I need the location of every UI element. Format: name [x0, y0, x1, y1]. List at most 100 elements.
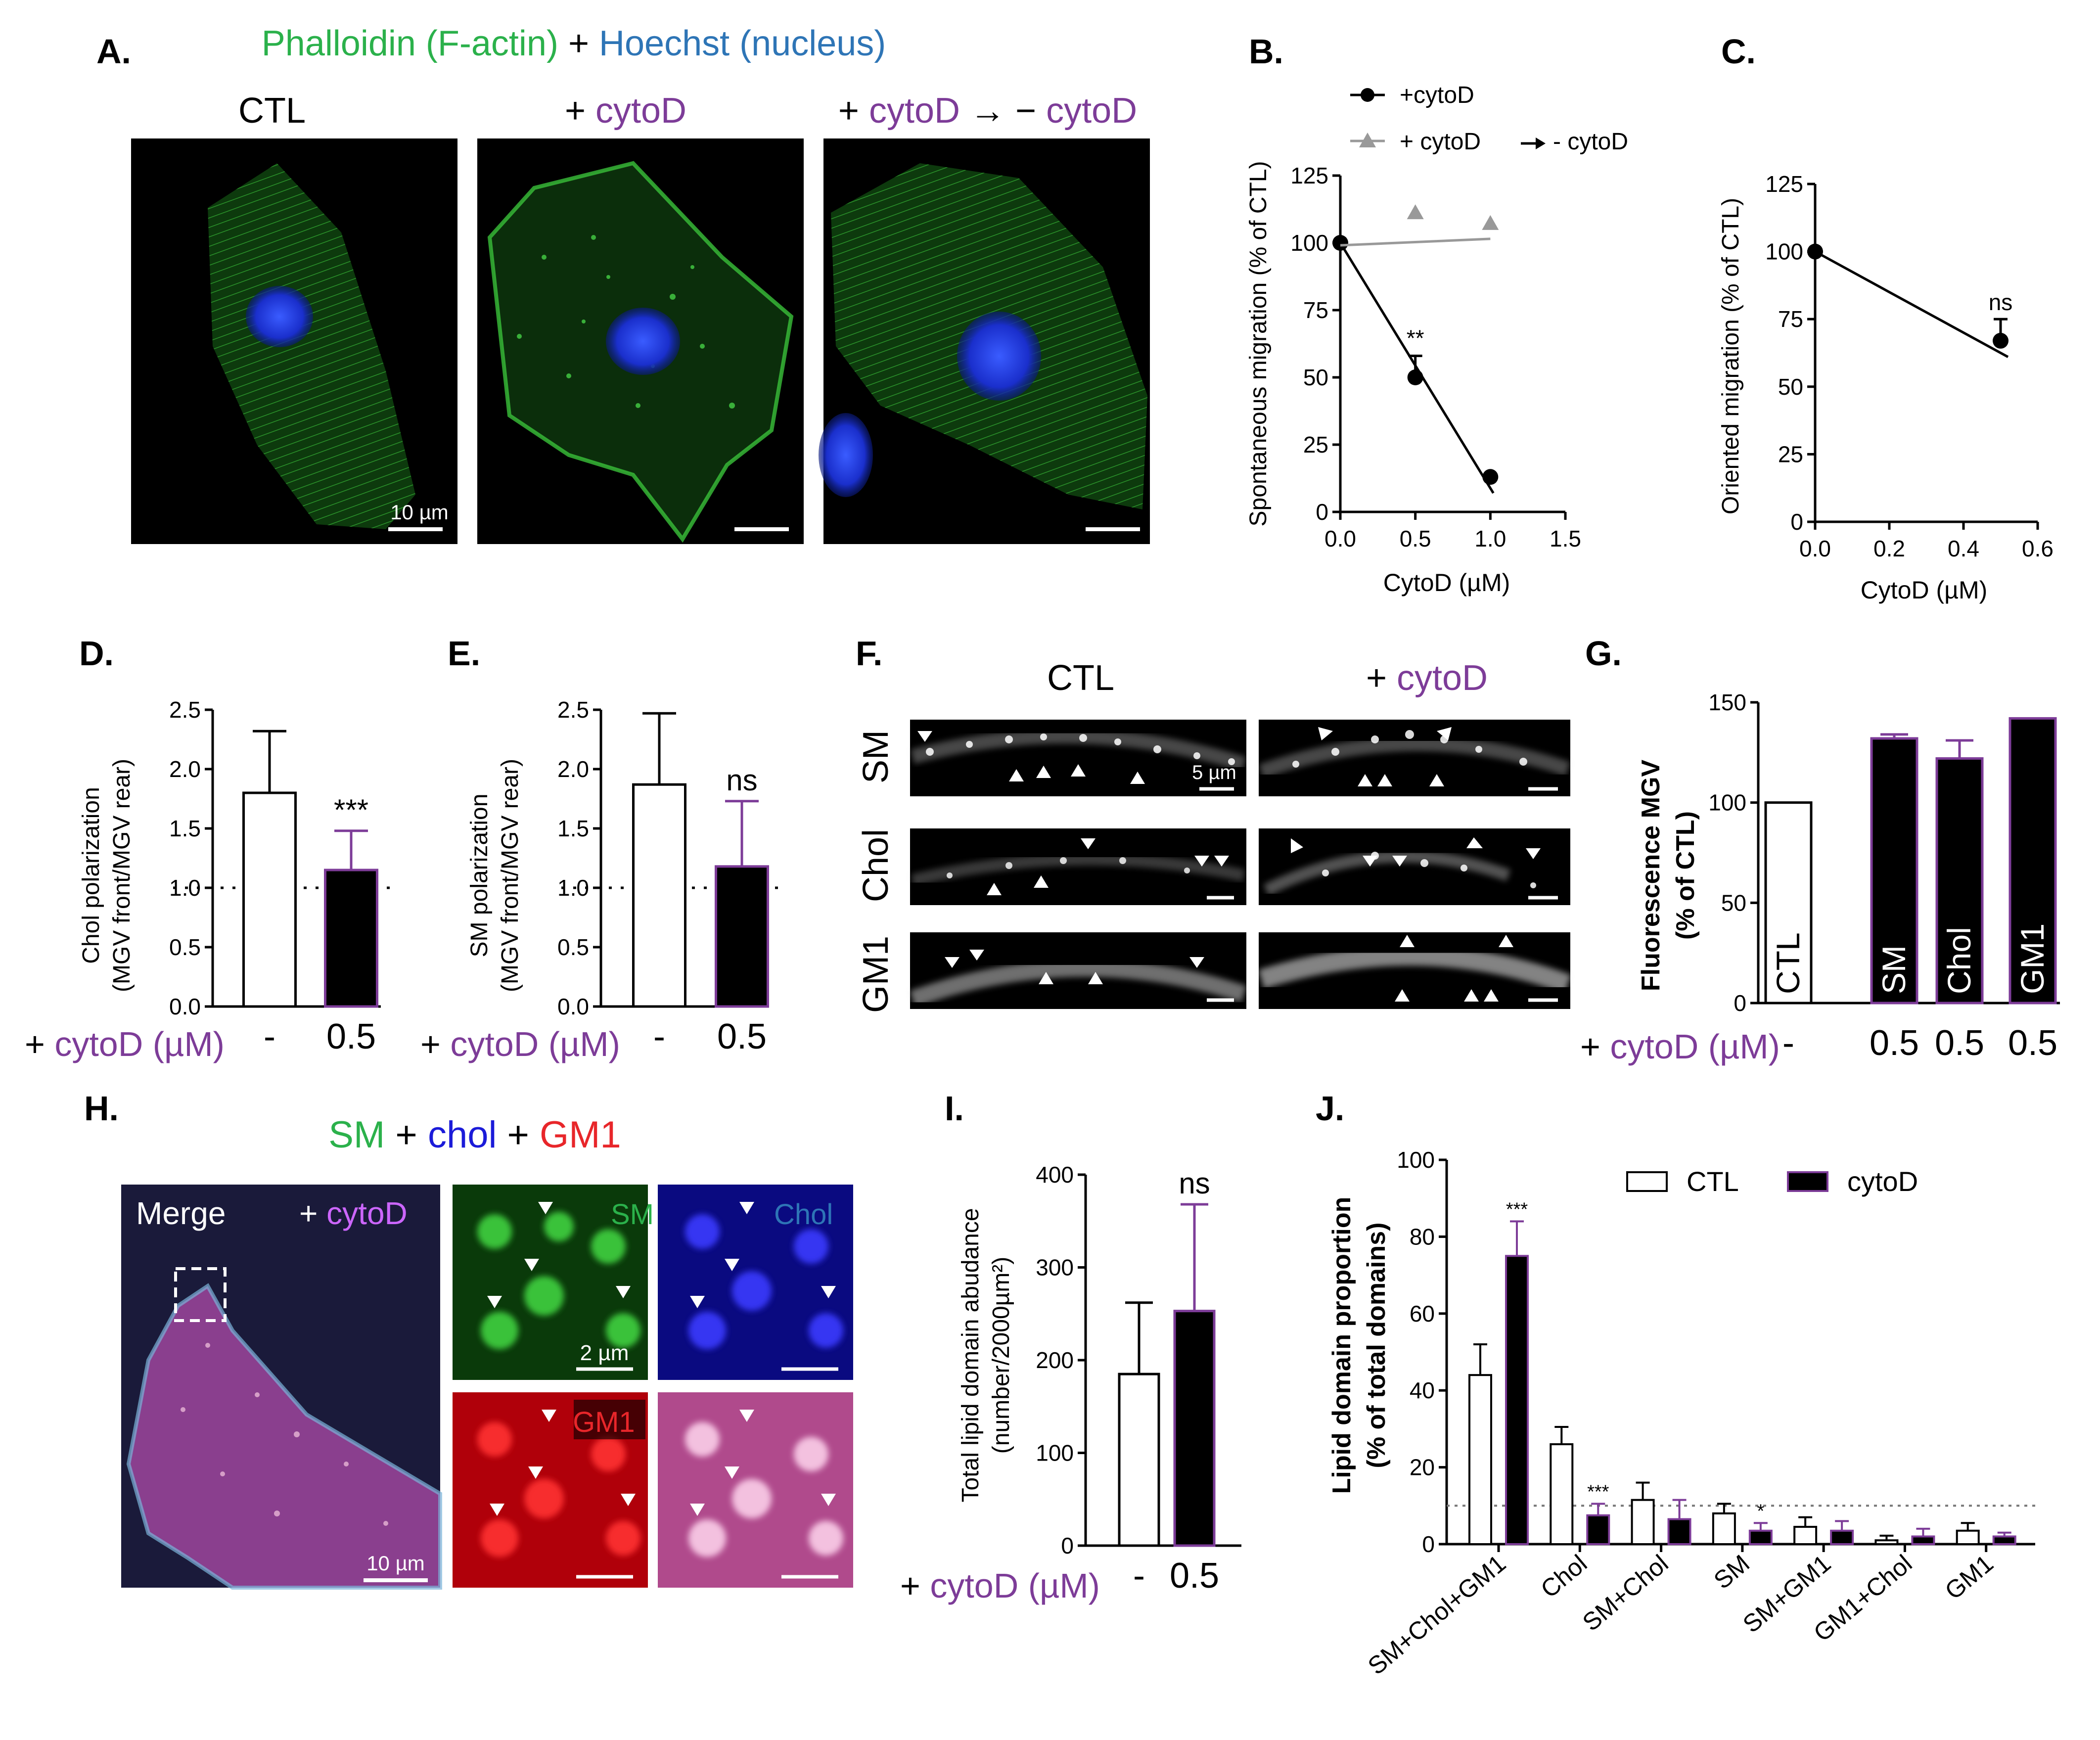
chart-e-bar	[715, 865, 769, 1008]
f-col-cytod: + cytoD	[1366, 658, 1488, 698]
chart-d-ylabel: Chol polarization	[78, 787, 104, 964]
f-image-sm-ctl: 5 µm	[910, 720, 1246, 796]
chart-j-bar	[1505, 1255, 1529, 1545]
chart-i: 0 100 200 300 400 - 0.5 ns Total lipid domain a…	[900, 1162, 1241, 1605]
chart-b-annotation: **	[1407, 325, 1424, 351]
chart-b-x-tick-label: 1.0	[1474, 526, 1506, 551]
chart-g-bar	[1764, 801, 1813, 1005]
chart-c-x-tick-label: 0.0	[1799, 536, 1831, 561]
f-image-gm1-cytod	[1258, 932, 1571, 1009]
chart-j: 0 20 40 60 80 100 *** SM+Chol+GM1 *** CholSM+Chol…	[1327, 1147, 2035, 1680]
panel-label-C: C.	[1721, 32, 1756, 71]
legend-label-washout-suffix: - cytoD	[1553, 129, 1628, 155]
h-chol-channel: Chol	[658, 1185, 853, 1380]
chart-d-y-tick-label: 0.5	[169, 934, 201, 960]
chart-g-category-label: -	[1782, 1023, 1794, 1063]
chart-b-y-tick-label: 125	[1290, 163, 1328, 188]
chart-j-bar	[1830, 1529, 1854, 1545]
micrograph-cytod	[477, 138, 804, 544]
chart-c-point	[1993, 332, 2009, 349]
chart-j-category-label: SM+Chol	[1577, 1550, 1674, 1637]
chart-e-ylabel: SM polarization	[466, 794, 493, 958]
header-hoechst: Hoechst (nucleus)	[599, 24, 886, 63]
chart-b-x-tick-label: 1.5	[1550, 526, 1581, 551]
header-phalloidin: Phalloidin (F-actin)	[262, 24, 558, 63]
chart-b-y-tick-label: 50	[1303, 365, 1328, 390]
chart-j-bar	[1911, 1535, 1935, 1545]
chart-j-annotation: ***	[1506, 1199, 1528, 1220]
chart-i-category-label: 0.5	[1170, 1556, 1219, 1596]
h-scale-small: 2 µm	[580, 1341, 629, 1365]
chart-b-y-tick-label: 75	[1303, 297, 1328, 323]
chart-g-bar-label: SM	[1875, 945, 1912, 994]
h-sm-label: SM	[611, 1198, 654, 1231]
header-plus: +	[568, 24, 589, 63]
chart-c-y-tick-label: 0	[1790, 509, 1803, 535]
legend-label-cytod: cytoD	[1847, 1166, 1918, 1197]
chart-j-y-tick-label: 20	[1410, 1455, 1435, 1480]
chart-i-y-tick-label: 300	[1036, 1255, 1074, 1281]
micrograph-ctl: 10 µm	[131, 138, 457, 544]
chart-j-legend: CTL cytoD	[1626, 1166, 1918, 1197]
chart-d-annotation: ***	[334, 793, 368, 826]
chart-j-annotation: *	[1757, 1501, 1764, 1521]
panel-label-F: F.	[856, 634, 882, 673]
chart-g-bar	[1935, 757, 1984, 1005]
panel-label-D: D.	[79, 634, 114, 673]
chart-j-bar	[1712, 1512, 1736, 1546]
chart-i-y-tick-label: 0	[1061, 1533, 1074, 1558]
chart-j-category-label: SM	[1708, 1550, 1754, 1595]
legend-marker-cytod	[1361, 88, 1374, 102]
legend-label-ctl: CTL	[1687, 1166, 1739, 1197]
chart-g-category-label: 0.5	[1935, 1023, 1984, 1063]
panel-A-header: Phalloidin (F-actin) + Hoechst (nucleus)	[262, 24, 886, 63]
chart-b-ylabel: Spontaneous migration (% of CTL)	[1245, 161, 1272, 526]
chart-e-y-tick-label: 0.5	[557, 934, 589, 960]
chart-g-category-label: 0.5	[2008, 1023, 2057, 1063]
chart-d-category-label: -	[264, 1017, 275, 1056]
chart-c-y-tick-label: 50	[1778, 374, 1803, 400]
legend-swatch-cytod	[1787, 1171, 1828, 1192]
panel-label-I: I.	[945, 1089, 964, 1128]
chart-d: 0.00.51.01.52.02.5- 0.5*** Chol polarizat…	[25, 697, 391, 1063]
chart-g-y-tick-label: 0	[1734, 990, 1746, 1016]
h-merge-zoom	[658, 1392, 853, 1588]
chart-b-point	[1482, 469, 1499, 485]
panel-label-E: E.	[448, 634, 480, 673]
chart-b: +cytoD + cytoD - cytoD 0 25 50 75 100 125 0.0 0…	[1245, 82, 1628, 596]
h-gm1-label: GM1	[573, 1406, 635, 1438]
chart-g-y-tick-label: 50	[1721, 890, 1746, 916]
chart-i-ylabel: Total lipid domain abudance	[958, 1208, 984, 1502]
chart-c-y-tick-label: 125	[1765, 171, 1803, 197]
chart-e-category-label: -	[653, 1017, 665, 1056]
chart-g-y-tick-label: 150	[1708, 689, 1746, 715]
chart-j-ylabel: Lipid domain proportion	[1327, 1197, 1356, 1494]
scale-label-a: 10 µm	[390, 501, 449, 524]
f-scale-label: 5 µm	[1192, 762, 1236, 783]
chart-i-y-tick-label: 200	[1036, 1347, 1074, 1373]
chart-j-bar	[1874, 1539, 1899, 1545]
chart-j-bar	[1586, 1514, 1610, 1546]
chart-d-y-tick-label: 1.5	[169, 816, 201, 841]
col-label-washout: + cytoD → − cytoD	[838, 91, 1137, 131]
chart-j-y-tick-label: 60	[1410, 1301, 1435, 1327]
chart-b-x-tick-label: 0.5	[1400, 526, 1431, 551]
chart-g-xaxis-label: + cytoD (µM)	[1580, 1027, 1780, 1066]
micrograph-washout	[819, 138, 1150, 544]
panel-label-G: G.	[1585, 634, 1622, 673]
chart-c-x-tick-label: 0.2	[1873, 536, 1905, 561]
chart-g-y-tick-label: 100	[1708, 790, 1746, 816]
chart-g-ylabel2: (% of CTL)	[1671, 811, 1700, 940]
chart-j-bar	[1992, 1535, 2016, 1545]
chart-e-y-tick-label: 1.5	[557, 816, 589, 841]
chart-i-category-label: -	[1133, 1556, 1145, 1596]
chart-e-category-label: 0.5	[717, 1017, 767, 1056]
chart-c-series-0-line	[1814, 250, 2009, 358]
legend-swatch-ctl	[1626, 1171, 1668, 1192]
chart-e-xaxis-label: + cytoD (µM)	[420, 1025, 620, 1063]
chart-j-bar	[1793, 1526, 1818, 1545]
chart-j-annotation: ***	[1587, 1481, 1609, 1502]
chart-c-x-tick-label: 0.6	[2022, 536, 2054, 561]
chart-d-ylabel2: (MGV front/MGV rear)	[109, 759, 135, 992]
